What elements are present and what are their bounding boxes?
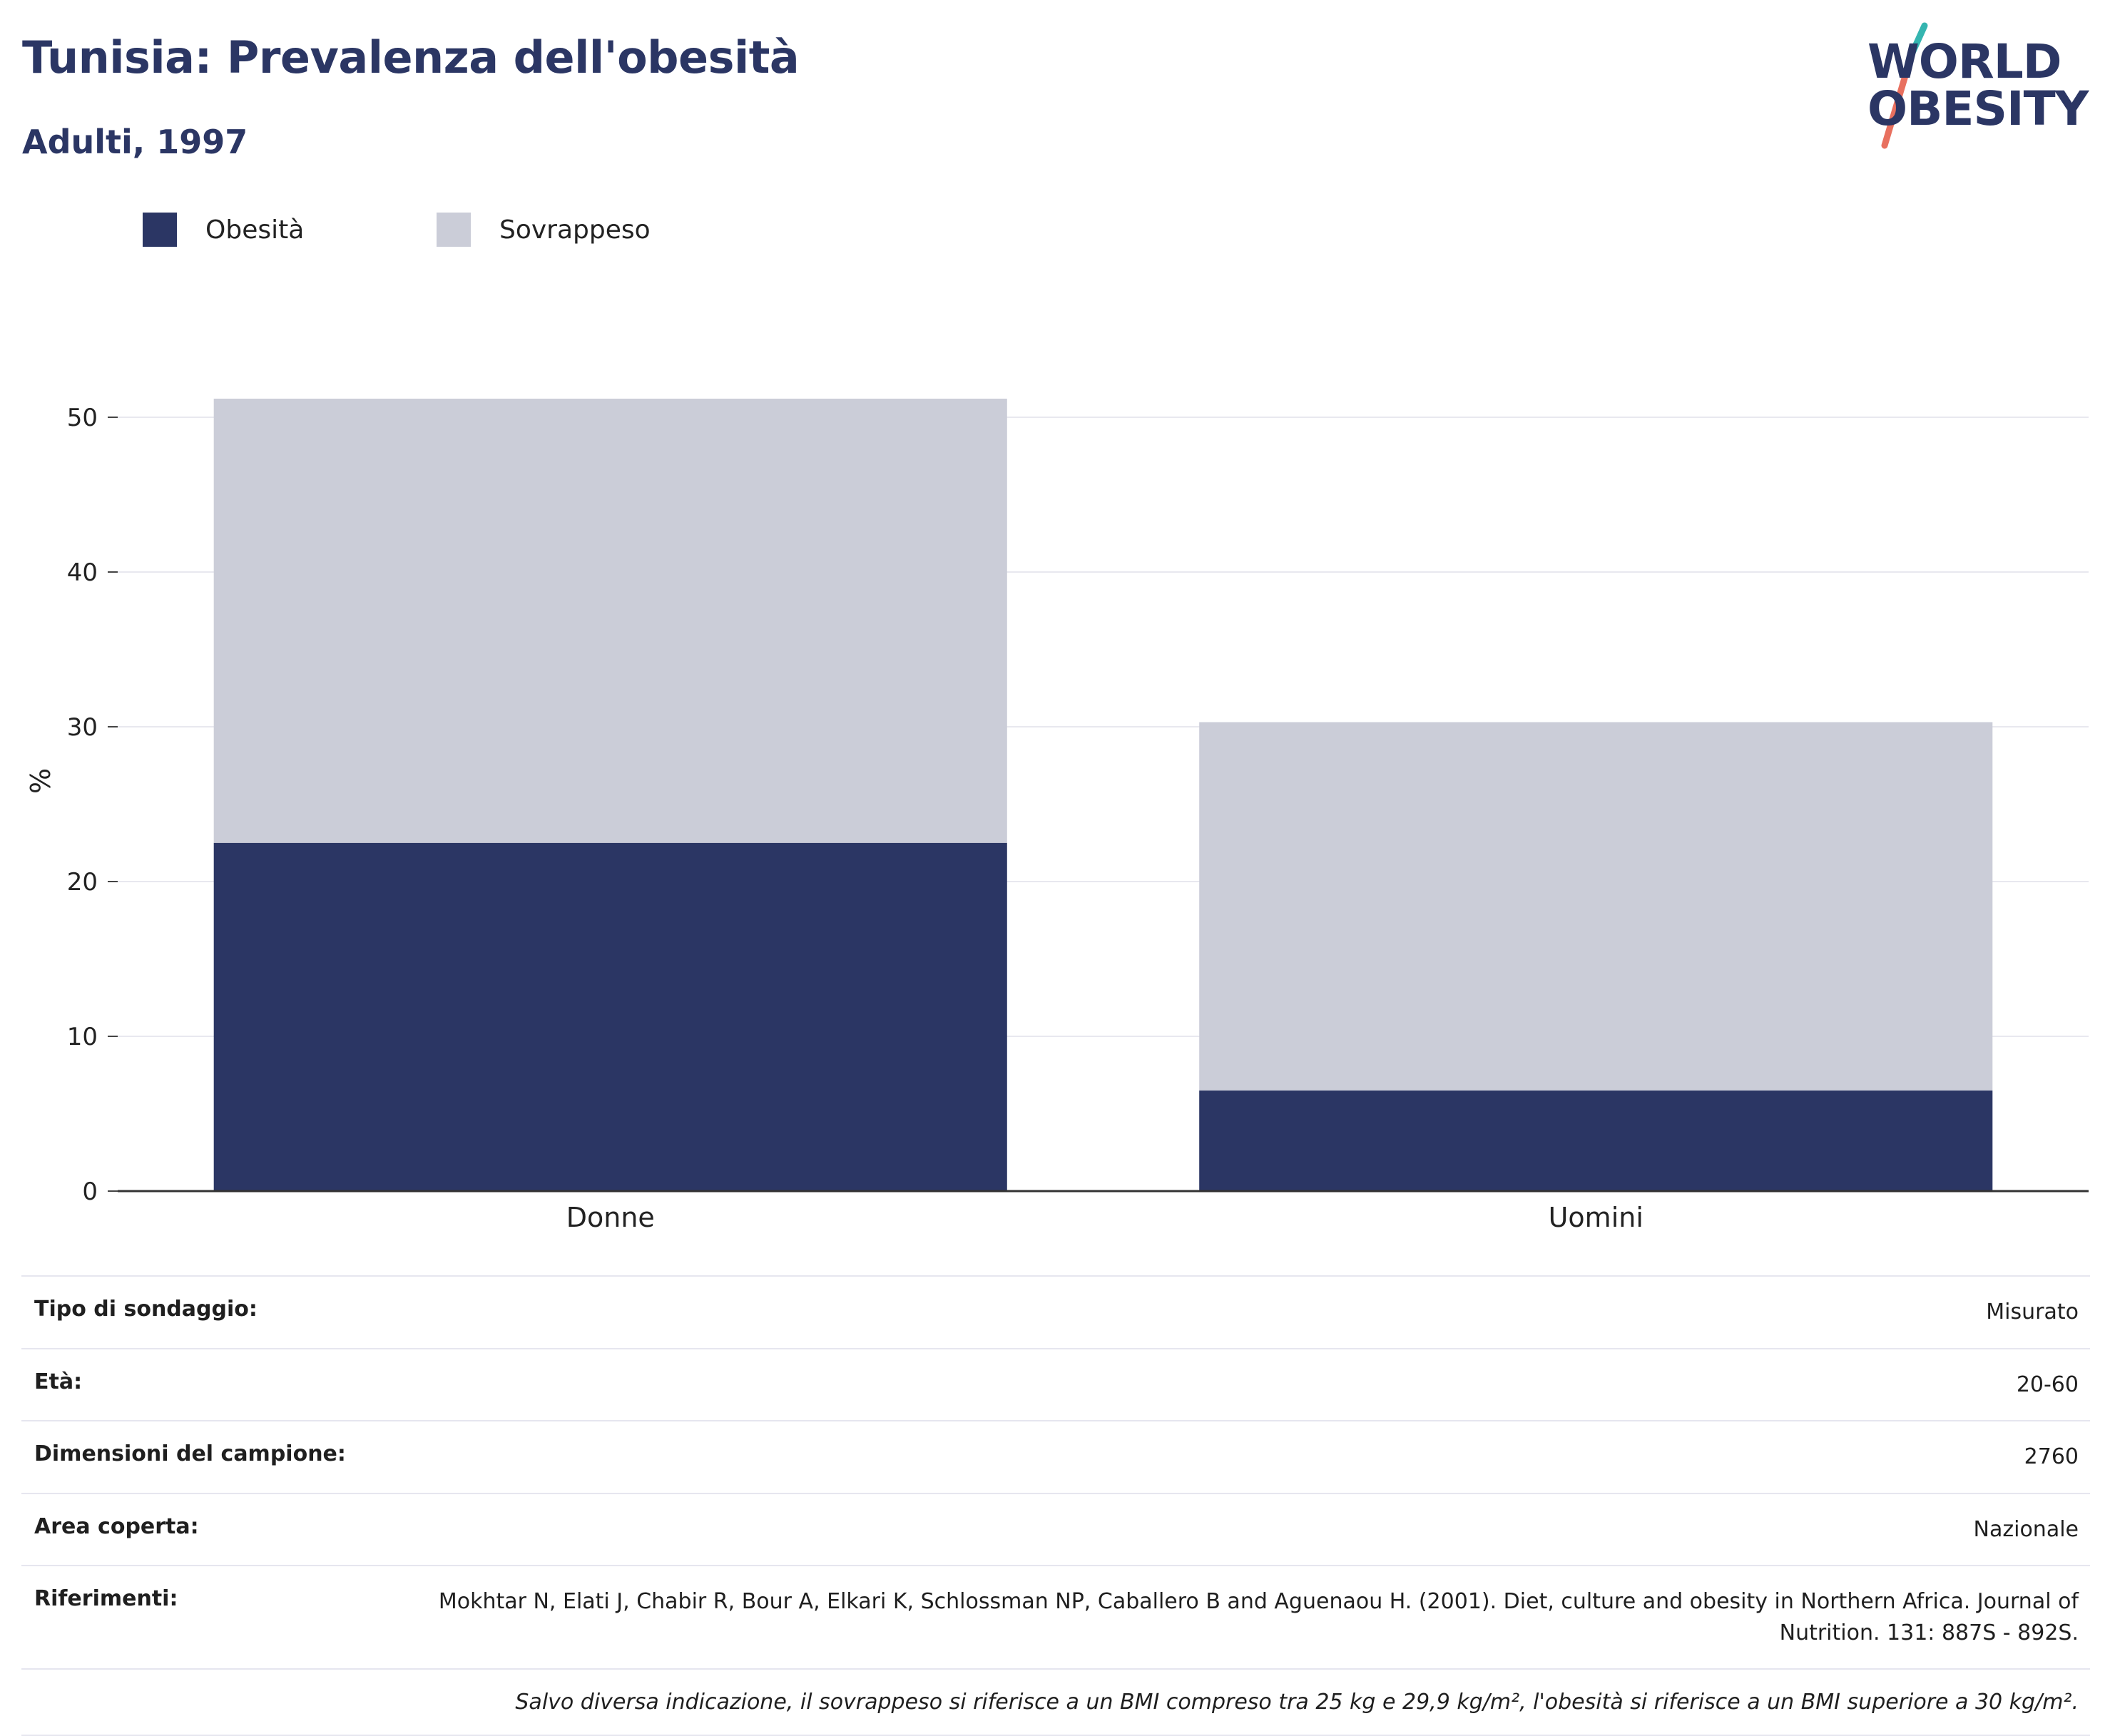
info-key: Riferimenti:	[34, 1586, 178, 1611]
info-value: 2760	[2024, 1444, 2079, 1469]
chart-title: Tunisia: Prevalenza dell'obesità	[22, 31, 800, 83]
legend-item-overweight: Sovrappeso	[437, 211, 651, 248]
legend-swatch-obesity	[143, 213, 177, 247]
y-axis-title: %	[25, 768, 56, 794]
bars	[213, 398, 1993, 1191]
world-obesity-logo: WORLD OBESITY	[1855, 20, 2097, 155]
logo-slash-icon	[1881, 22, 1928, 149]
legend-swatch-overweight	[437, 213, 471, 247]
info-row-references: Riferimenti: Mokhtar N, Elati J, Chabir …	[21, 1566, 2090, 1670]
info-value: Misurato	[1986, 1300, 2079, 1324]
legend-label-obesity: Obesità	[205, 215, 305, 245]
info-key: Dimensioni del campione:	[34, 1441, 346, 1466]
y-tick-label: 20	[67, 868, 98, 897]
info-row-survey-type: Tipo di sondaggio: Misurato	[21, 1277, 2090, 1349]
bar-overweight-donne	[213, 398, 1007, 843]
logo-text-obesity: OBESITY	[1867, 81, 2089, 136]
legend-item-obesity: Obesità	[143, 211, 304, 248]
legend-label-overweight: Sovrappeso	[499, 215, 651, 245]
bar-obesity-donne	[213, 842, 1007, 1191]
info-value: 20-60	[2016, 1372, 2079, 1397]
bar-obesity-uomini	[1199, 1090, 1993, 1191]
y-tick-label: 50	[67, 404, 98, 432]
info-value: Nazionale	[1973, 1516, 2079, 1542]
survey-info-table: Tipo di sondaggio: Misurato Età: 20-60 D…	[21, 1275, 2090, 1736]
x-category-label: Donne	[566, 1202, 655, 1233]
info-row-sample-size: Dimensioni del campione: 2760	[21, 1421, 2090, 1494]
info-key: Area coperta:	[34, 1513, 199, 1539]
chart-subtitle: Adulti, 1997	[22, 123, 248, 161]
axes: 0 10 20 30 40 50 Donne Uomini%	[25, 404, 2089, 1233]
info-key: Età:	[34, 1369, 83, 1394]
y-tick-label: 40	[67, 558, 98, 587]
bar-overweight-uomini	[1199, 722, 1993, 1091]
info-key: Tipo di sondaggio:	[34, 1297, 258, 1322]
y-tick-label: 0	[82, 1178, 98, 1206]
info-row-age: Età: 20-60	[21, 1349, 2090, 1421]
info-row-area: Area coperta: Nazionale	[21, 1494, 2090, 1566]
bar-chart: 0 10 20 30 40 50 Donne Uomini%	[25, 398, 2089, 1233]
bmi-definition-note: Salvo diversa indicazione, il sovrappeso…	[21, 1670, 2090, 1736]
info-value: Mokhtar N, Elati J, Chabir R, Bour A, El…	[438, 1589, 2079, 1645]
x-category-label: Uomini	[1549, 1202, 1643, 1233]
logo-text-world: WORLD	[1867, 34, 2062, 89]
y-tick-label: 30	[67, 713, 98, 742]
y-tick-label: 10	[67, 1023, 98, 1051]
